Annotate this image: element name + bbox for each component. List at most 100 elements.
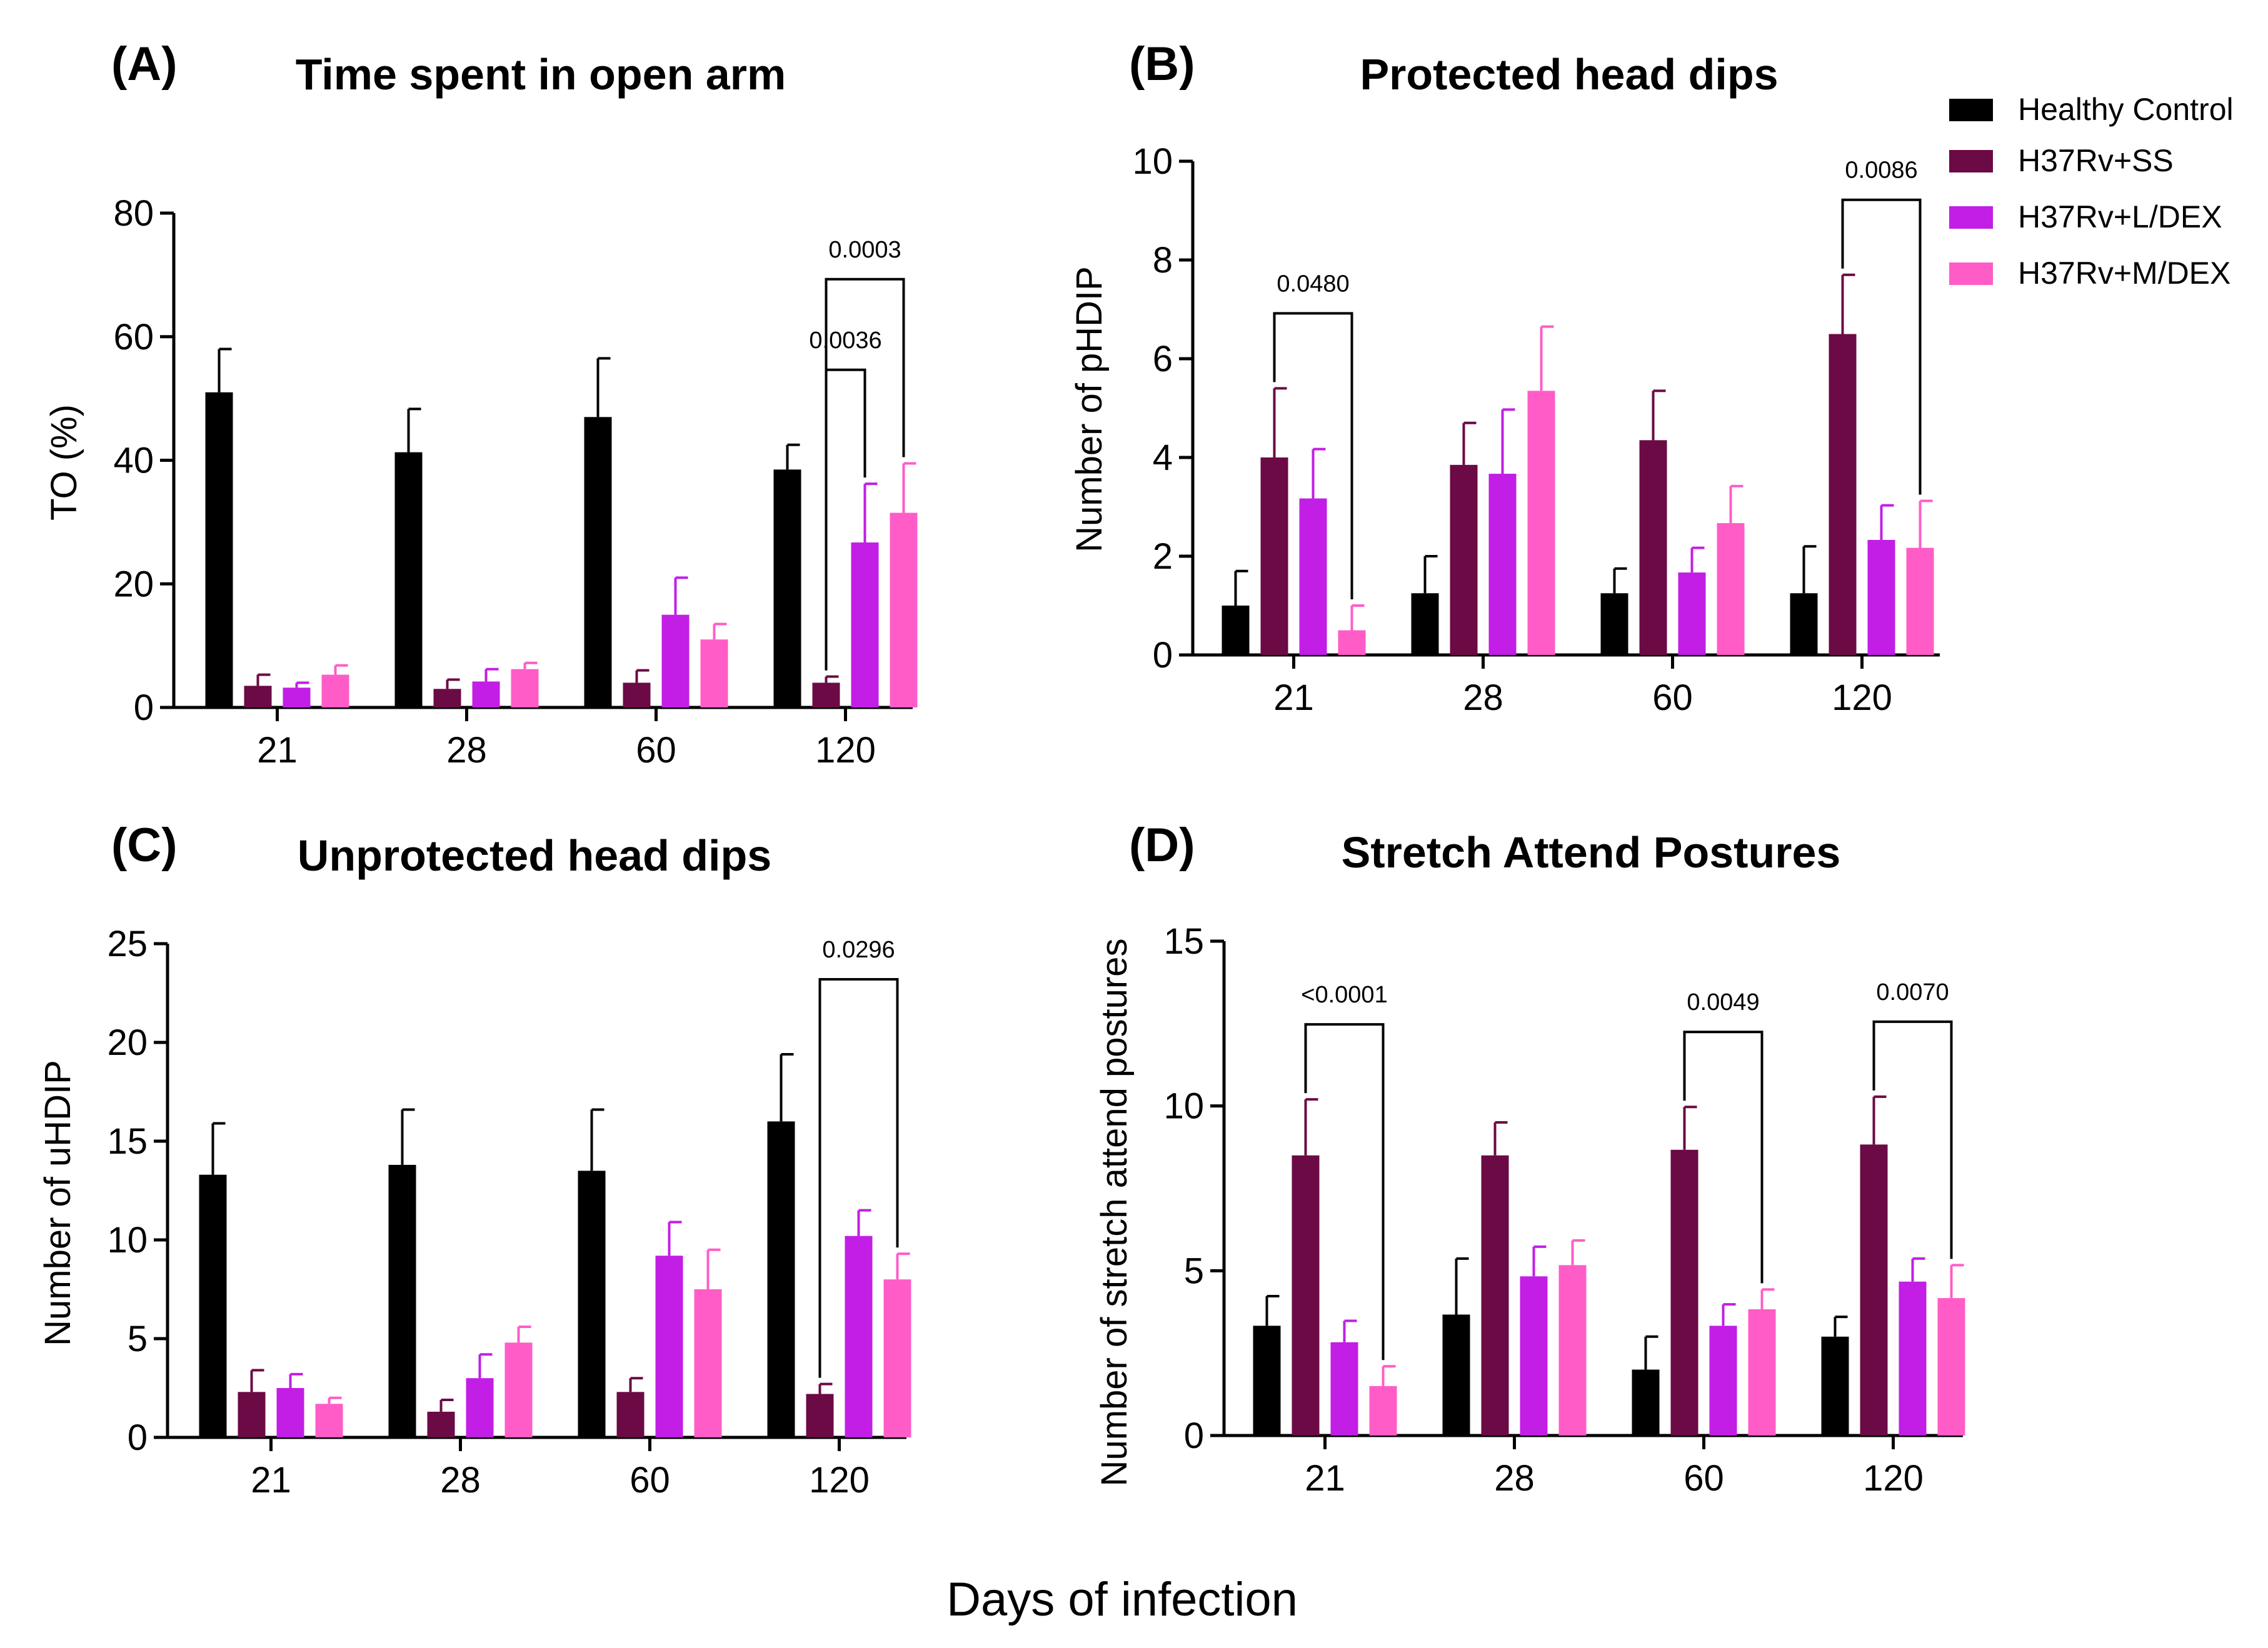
panel-title: Time spent in open arm — [296, 50, 786, 99]
bar-h37rv-l-dex — [283, 687, 311, 707]
bar-healthy-control — [205, 392, 233, 707]
y-tick-label: 0 — [128, 1417, 148, 1458]
x-tick-label: 60 — [1683, 1458, 1724, 1499]
bar-healthy-control — [773, 469, 801, 707]
bar-healthy-control — [584, 417, 612, 707]
p-value-label: 0.0003 — [828, 237, 901, 263]
panel-label: (C) — [111, 819, 178, 872]
bar-h37rv-ss — [433, 689, 461, 707]
legend-label-h37rv-ss: H37Rv+SS — [2018, 143, 2174, 178]
panel-title: Protected head dips — [1360, 50, 1778, 99]
x-tick-label: 21 — [1273, 677, 1314, 718]
p-value-label: 0.0049 — [1687, 989, 1759, 1016]
bar-h37rv-m-dex — [890, 512, 918, 707]
bar-healthy-control — [1222, 606, 1250, 655]
y-tick-label: 10 — [1132, 141, 1173, 182]
bar-h37rv-l-dex — [1520, 1276, 1548, 1436]
panel-d: (D) Stretch Attend Postures Number of st… — [1094, 819, 1965, 1499]
legend-swatch-h37rv-l-dex — [1949, 206, 1993, 229]
bar-h37rv-m-dex — [700, 639, 728, 707]
y-tick-label: 60 — [113, 317, 154, 357]
significance-bracket — [1872, 1020, 1953, 1259]
x-tick-label: 21 — [251, 1460, 291, 1501]
p-value-label: 0.0070 — [1876, 979, 1949, 1006]
bar-h37rv-ss — [806, 1394, 834, 1437]
y-tick-label: 0 — [134, 687, 154, 728]
bar-h37rv-m-dex — [1906, 547, 1934, 655]
bar-h37rv-ss — [244, 686, 272, 707]
bar-h37rv-m-dex — [1558, 1265, 1587, 1436]
bar-healthy-control — [1411, 593, 1439, 655]
bar-healthy-control — [1253, 1326, 1281, 1436]
bar-h37rv-ss — [1670, 1149, 1698, 1436]
p-value-label: 0.0086 — [1845, 157, 1917, 184]
bar-healthy-control — [1632, 1369, 1660, 1436]
y-tick-label: 10 — [107, 1220, 148, 1261]
significance-bracket — [818, 977, 899, 1378]
bar-h37rv-ss — [1860, 1144, 1888, 1436]
bar-h37rv-ss — [812, 682, 840, 707]
bar-h37rv-m-dex — [1527, 391, 1555, 655]
panel-c: (C) Unprotected head dips Number of uHDI… — [38, 819, 911, 1501]
bar-healthy-control — [1821, 1336, 1849, 1436]
y-tick-label: 8 — [1153, 240, 1173, 281]
bar-h37rv-m-dex — [1937, 1298, 1965, 1436]
bar-h37rv-l-dex — [1899, 1281, 1927, 1436]
bar-h37rv-l-dex — [1299, 498, 1327, 655]
panel-label: (B) — [1129, 37, 1195, 91]
y-tick-label: 0 — [1184, 1416, 1204, 1456]
plot-area: 0 2 4 6 8 10 21 28 60 120 0.0480 0.0086 — [1132, 141, 1940, 718]
bar-h37rv-ss — [1292, 1155, 1320, 1436]
x-tick-label: 60 — [1652, 677, 1693, 718]
y-tick-label: 20 — [113, 564, 154, 604]
x-tick-label: 120 — [815, 730, 876, 771]
bar-h37rv-m-dex — [1369, 1386, 1397, 1436]
bar-h37rv-l-dex — [1709, 1326, 1737, 1436]
x-axis-label-global: Days of infection — [946, 1573, 1298, 1626]
x-tick-label: 120 — [809, 1460, 870, 1501]
bar-healthy-control — [199, 1174, 227, 1437]
y-axis-label: Number of uHDIP — [38, 1060, 78, 1346]
x-tick-label: 120 — [1863, 1458, 1924, 1499]
y-axis-label: Number of pHDIP — [1069, 266, 1110, 552]
y-tick-label: 10 — [1163, 1086, 1204, 1127]
bar-healthy-control — [388, 1164, 416, 1437]
panel-label: (A) — [111, 37, 178, 91]
bar-h37rv-l-dex — [851, 542, 879, 707]
y-axis-label: TO (%) — [44, 404, 84, 521]
x-tick-label: 21 — [1305, 1458, 1345, 1499]
y-tick-label: 5 — [128, 1319, 148, 1359]
bar-h37rv-m-dex — [1338, 630, 1366, 655]
p-value-label: 0.0480 — [1277, 271, 1349, 297]
plot-area: 0 5 10 15 20 25 21 28 60 120 0.0296 — [107, 924, 911, 1501]
x-tick-label: 28 — [446, 730, 487, 771]
bar-h37rv-m-dex — [511, 669, 539, 707]
significance-bracket — [1273, 312, 1353, 599]
bar-h37rv-l-dex — [466, 1378, 494, 1437]
significance-bracket — [1683, 1031, 1764, 1284]
bar-healthy-control — [578, 1171, 606, 1437]
panel-label: (D) — [1129, 819, 1195, 872]
bar-h37rv-ss — [238, 1392, 266, 1437]
bar-h37rv-m-dex — [883, 1279, 911, 1437]
bar-h37rv-l-dex — [1330, 1342, 1358, 1436]
y-tick-label: 15 — [1163, 921, 1204, 962]
legend-swatch-h37rv-ss — [1949, 150, 1993, 172]
bar-healthy-control — [1442, 1314, 1470, 1436]
bar-h37rv-ss — [1450, 464, 1478, 655]
legend: Healthy Control H37Rv+SS H37Rv+L/DEX H37… — [1949, 92, 2234, 291]
x-tick-label: 60 — [630, 1460, 670, 1501]
bar-h37rv-ss — [1829, 334, 1857, 655]
x-tick-label: 28 — [1494, 1458, 1535, 1499]
bar-h37rv-m-dex — [1748, 1309, 1776, 1436]
p-value-label: 0.0296 — [822, 937, 895, 963]
x-tick-label: 28 — [440, 1460, 481, 1501]
bar-h37rv-m-dex — [694, 1289, 722, 1437]
y-tick-label: 4 — [1153, 437, 1173, 478]
panel-title: Stretch Attend Postures — [1342, 828, 1841, 877]
bar-h37rv-m-dex — [315, 1404, 343, 1437]
bar-h37rv-ss — [1481, 1155, 1509, 1436]
legend-swatch-h37rv-m-dex — [1949, 262, 1993, 285]
bar-h37rv-ss — [1260, 457, 1288, 655]
y-tick-label: 15 — [107, 1121, 148, 1162]
